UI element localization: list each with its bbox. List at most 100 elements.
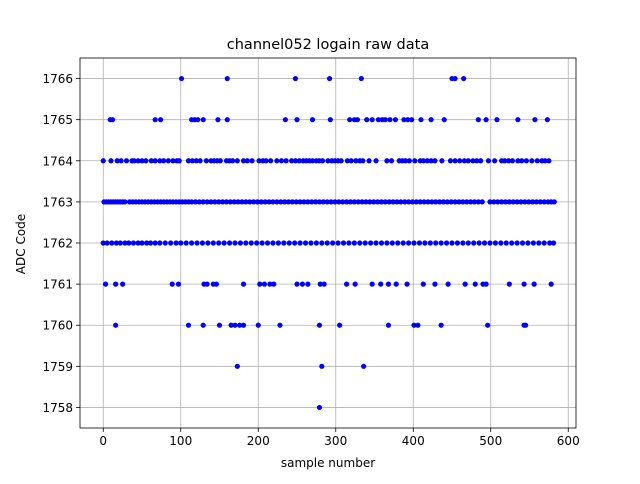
data-point bbox=[521, 281, 527, 287]
data-point bbox=[259, 240, 265, 246]
data-point bbox=[313, 240, 319, 246]
data-point bbox=[378, 199, 385, 205]
data-point bbox=[464, 199, 470, 205]
data-point bbox=[336, 199, 342, 205]
data-point bbox=[492, 240, 498, 246]
data-point bbox=[122, 199, 128, 205]
data-point bbox=[519, 158, 525, 164]
data-point bbox=[509, 240, 515, 246]
data-point bbox=[294, 281, 300, 287]
data-point bbox=[189, 158, 195, 164]
data-point bbox=[247, 199, 253, 205]
data-point bbox=[305, 281, 311, 287]
data-point bbox=[411, 322, 417, 328]
data-point bbox=[227, 199, 233, 205]
data-point bbox=[113, 281, 119, 287]
data-point bbox=[531, 281, 537, 287]
y-tick-label: 1766 bbox=[42, 72, 73, 86]
data-point bbox=[382, 117, 388, 123]
data-point bbox=[355, 199, 361, 205]
data-point bbox=[384, 158, 390, 164]
data-point bbox=[183, 240, 189, 246]
data-point bbox=[165, 158, 171, 164]
data-point bbox=[316, 404, 323, 411]
data-point bbox=[147, 240, 154, 246]
data-point bbox=[433, 240, 439, 246]
data-point bbox=[510, 199, 516, 205]
data-point bbox=[424, 158, 430, 164]
data-point bbox=[223, 199, 230, 205]
data-point bbox=[449, 240, 455, 246]
data-point bbox=[478, 158, 484, 164]
data-point bbox=[499, 199, 505, 205]
data-point bbox=[316, 199, 323, 205]
data-point bbox=[385, 322, 392, 328]
data-point bbox=[471, 240, 477, 246]
data-point bbox=[277, 322, 283, 328]
data-point bbox=[286, 240, 292, 246]
data-point bbox=[405, 117, 411, 123]
data-point bbox=[217, 158, 223, 164]
data-point bbox=[387, 117, 393, 123]
data-point bbox=[506, 199, 512, 205]
data-point bbox=[263, 158, 269, 164]
data-point bbox=[462, 281, 468, 287]
data-point bbox=[205, 240, 211, 246]
data-point bbox=[483, 281, 489, 287]
data-point bbox=[203, 158, 209, 164]
data-point bbox=[299, 281, 306, 287]
data-point bbox=[216, 240, 222, 246]
data-point bbox=[243, 240, 249, 246]
data-point bbox=[432, 281, 438, 287]
data-point bbox=[213, 281, 219, 287]
data-point bbox=[418, 117, 424, 123]
data-point bbox=[113, 240, 120, 246]
data-point bbox=[353, 158, 359, 164]
y-tick-label: 1762 bbox=[42, 237, 73, 251]
data-point bbox=[468, 199, 474, 205]
data-point bbox=[425, 199, 431, 205]
data-point bbox=[309, 158, 316, 164]
data-point bbox=[494, 117, 500, 123]
data-point bbox=[293, 199, 299, 205]
data-point bbox=[360, 158, 366, 164]
data-point bbox=[346, 240, 352, 246]
data-point bbox=[409, 117, 415, 123]
data-point bbox=[525, 240, 531, 246]
data-point bbox=[256, 158, 262, 164]
data-point bbox=[309, 117, 316, 123]
data-point bbox=[185, 158, 192, 164]
data-point bbox=[481, 240, 488, 246]
x-tick-label: 0 bbox=[99, 434, 107, 448]
data-point bbox=[420, 158, 426, 164]
data-point bbox=[108, 158, 114, 164]
data-point bbox=[412, 158, 418, 164]
data-point bbox=[389, 240, 395, 246]
data-point bbox=[210, 240, 216, 246]
data-point bbox=[388, 158, 395, 164]
data-point bbox=[215, 117, 221, 123]
data-point bbox=[518, 199, 524, 205]
data-point bbox=[373, 240, 379, 246]
data-point bbox=[454, 240, 461, 246]
data-point bbox=[224, 117, 230, 123]
data-point bbox=[536, 240, 542, 246]
data-point bbox=[495, 199, 501, 205]
data-point bbox=[544, 117, 550, 123]
data-point bbox=[402, 199, 408, 205]
data-point bbox=[551, 199, 557, 205]
data-point bbox=[526, 199, 532, 205]
data-point bbox=[502, 199, 509, 205]
data-point bbox=[297, 240, 303, 246]
data-point bbox=[266, 199, 272, 205]
data-point bbox=[316, 322, 323, 328]
data-point bbox=[309, 199, 315, 205]
data-point bbox=[378, 281, 384, 287]
data-point bbox=[530, 240, 536, 246]
data-point bbox=[384, 240, 390, 246]
data-point bbox=[270, 240, 276, 246]
y-axis-label: ADC Code bbox=[14, 214, 28, 274]
data-point bbox=[460, 240, 466, 246]
data-point bbox=[327, 117, 333, 123]
data-point bbox=[483, 117, 489, 123]
